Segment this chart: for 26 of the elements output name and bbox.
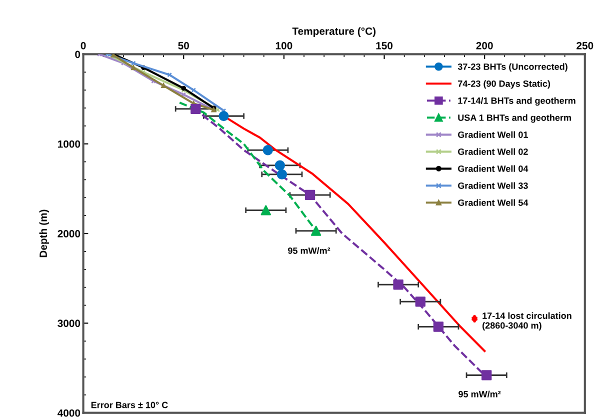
x-tick-label: 50 xyxy=(178,42,189,50)
legend-label: USA 1 BHTs and geotherm xyxy=(458,114,571,123)
legend-label: Gradient Well 54 xyxy=(458,199,528,206)
legend-label: Gradient Well 02 xyxy=(458,148,528,155)
y-tick-label: 0 xyxy=(75,50,80,58)
legend-label: Gradient Well 01 xyxy=(458,131,528,138)
x-tick-label: 150 xyxy=(376,42,393,50)
legend-label: 37-23 BHTs (Uncorrected) xyxy=(458,63,568,72)
annotation: 95 mW/m² xyxy=(288,247,330,254)
x-tick-label: 250 xyxy=(576,42,594,50)
y-tick-label: 4000 xyxy=(58,409,80,417)
y-tick-label: 3000 xyxy=(58,320,80,328)
x-axis-title: Temperature (°C) xyxy=(292,27,376,37)
legend-label: 74-23 (90 Days Static) xyxy=(458,80,550,89)
x-tick-label: 100 xyxy=(276,42,292,50)
legend-label: 17-14/1 BHTs and geotherm xyxy=(458,97,576,106)
legend-label: Gradient Well 33 xyxy=(458,182,528,189)
x-tick-label: 0 xyxy=(80,42,86,50)
legend-label: Gradient Well 04 xyxy=(458,165,528,172)
x-tick-label: 200 xyxy=(476,42,493,50)
annotation: 95 mW/m² xyxy=(458,390,501,398)
annotation: Error Bars ± 10° C xyxy=(91,402,168,408)
y-tick-label: 1000 xyxy=(58,140,80,148)
annotation: 17-14 lost circulation (2860-3040 m) xyxy=(482,312,572,330)
y-axis-title: Depth (m) xyxy=(39,210,50,258)
y-tick-label: 2000 xyxy=(58,230,80,238)
